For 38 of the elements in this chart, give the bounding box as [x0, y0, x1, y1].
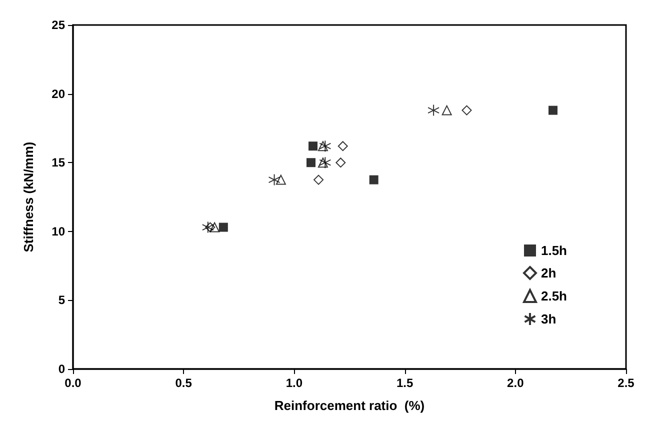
x-tick-label: 2.5	[618, 376, 635, 390]
point	[202, 221, 214, 234]
point	[319, 140, 332, 152]
y-tick-label: 20	[52, 86, 66, 101]
x-tick-label: 1.5	[396, 376, 414, 390]
point	[462, 105, 472, 116]
legend-label: 1.5h	[540, 243, 568, 258]
point	[218, 222, 228, 232]
y-axis-title: Stiffness (kN/mm)	[21, 142, 36, 252]
point	[318, 141, 328, 152]
point	[336, 158, 346, 168]
x-tick-label: 1.0	[286, 376, 303, 390]
point	[338, 141, 348, 152]
point	[442, 105, 452, 116]
point	[308, 142, 318, 151]
point	[369, 175, 378, 184]
point	[205, 222, 216, 232]
point	[428, 104, 440, 116]
point	[268, 174, 280, 186]
x-tick-label: 0.5	[175, 376, 192, 390]
legend-label: 3h	[540, 312, 556, 326]
x-axis-title: Reinforcement ratio (%)	[274, 398, 425, 413]
x-tick-label: 0.0	[64, 376, 82, 390]
legend-label: 2h	[540, 266, 556, 280]
legend-label: 2.5h	[540, 288, 568, 304]
point	[319, 156, 332, 169]
y-tick-label: 10	[52, 224, 66, 238]
point	[548, 106, 558, 115]
point	[314, 174, 324, 185]
y-tick-label: 25	[52, 18, 66, 32]
x-tick-label: 2.0	[507, 376, 524, 390]
point	[318, 158, 328, 168]
y-tick-label: 15	[52, 156, 66, 170]
y-tick-label: 0	[58, 362, 66, 376]
point	[306, 158, 316, 168]
y-tick-label: 5	[58, 293, 66, 308]
point	[276, 174, 286, 185]
point	[210, 222, 220, 232]
